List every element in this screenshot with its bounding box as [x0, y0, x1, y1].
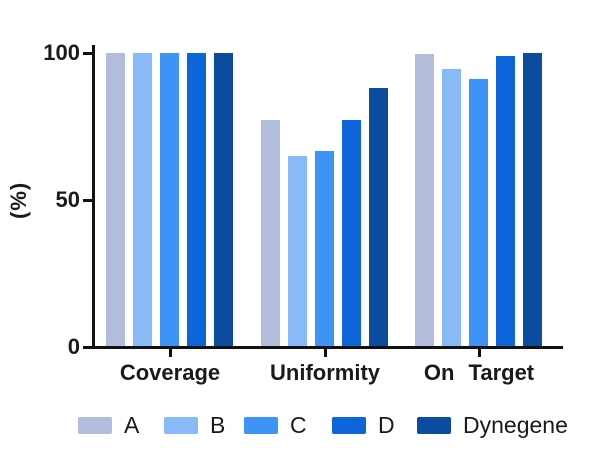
- bar-group-on-target: [415, 53, 542, 346]
- legend-swatch-b: [164, 416, 198, 434]
- legend-label-dynegene: Dynegene: [463, 412, 568, 438]
- legend-swatch-d: [332, 416, 366, 434]
- y-tick-label-100: 100: [43, 40, 80, 65]
- bar-c-uniformity: [315, 151, 334, 346]
- x-category-label-0: Coverage: [119, 360, 221, 385]
- bar-group-coverage: [106, 53, 233, 346]
- legend-item-a: A: [78, 412, 139, 438]
- legend-label-c: C: [290, 412, 307, 438]
- bar-c-coverage: [160, 53, 179, 346]
- y-tick-50: [83, 198, 92, 202]
- bar-a-uniformity: [261, 120, 280, 346]
- y-tick-label-0: 0: [67, 334, 80, 359]
- bar-a-coverage: [106, 53, 125, 346]
- legend-label-b: B: [210, 412, 226, 438]
- y-axis-title: (%): [6, 181, 31, 219]
- legend-item-c: C: [244, 412, 307, 438]
- bar-d-on-target: [496, 55, 515, 346]
- legend-swatch-c: [244, 416, 278, 434]
- bar-a-on-target: [415, 54, 434, 346]
- x-tick-0: [168, 349, 172, 357]
- bar-d-coverage: [187, 53, 206, 346]
- legend-label-a: A: [124, 412, 140, 438]
- legend-item-d: D: [332, 412, 395, 438]
- bar-c-on-target: [469, 79, 488, 346]
- x-tick-1: [323, 349, 327, 357]
- x-category-label-2: On Target: [423, 360, 535, 385]
- bar-dynegene-coverage: [214, 53, 233, 346]
- legend-label-d: D: [378, 412, 395, 438]
- bar-dynegene-uniformity: [369, 88, 388, 346]
- x-axis-line: [92, 346, 563, 349]
- legend-item-b: B: [164, 412, 225, 438]
- x-category-label-1: Uniformity: [270, 360, 380, 385]
- legend-item-dynegene: Dynegene: [417, 412, 568, 438]
- bar-group-uniformity: [261, 53, 388, 346]
- bar-b-on-target: [442, 69, 461, 346]
- bar-dynegene-on-target: [523, 53, 542, 346]
- bar-d-uniformity: [342, 120, 361, 346]
- legend-swatch-dynegene: [417, 416, 451, 434]
- y-tick-100: [83, 51, 92, 55]
- legend-swatch-a: [78, 416, 112, 434]
- bar-b-coverage: [133, 53, 152, 346]
- y-tick-0: [83, 345, 92, 349]
- y-axis-line: [92, 45, 95, 349]
- x-tick-2: [477, 349, 481, 357]
- y-tick-label-50: 50: [55, 187, 80, 212]
- bar-b-uniformity: [288, 155, 307, 346]
